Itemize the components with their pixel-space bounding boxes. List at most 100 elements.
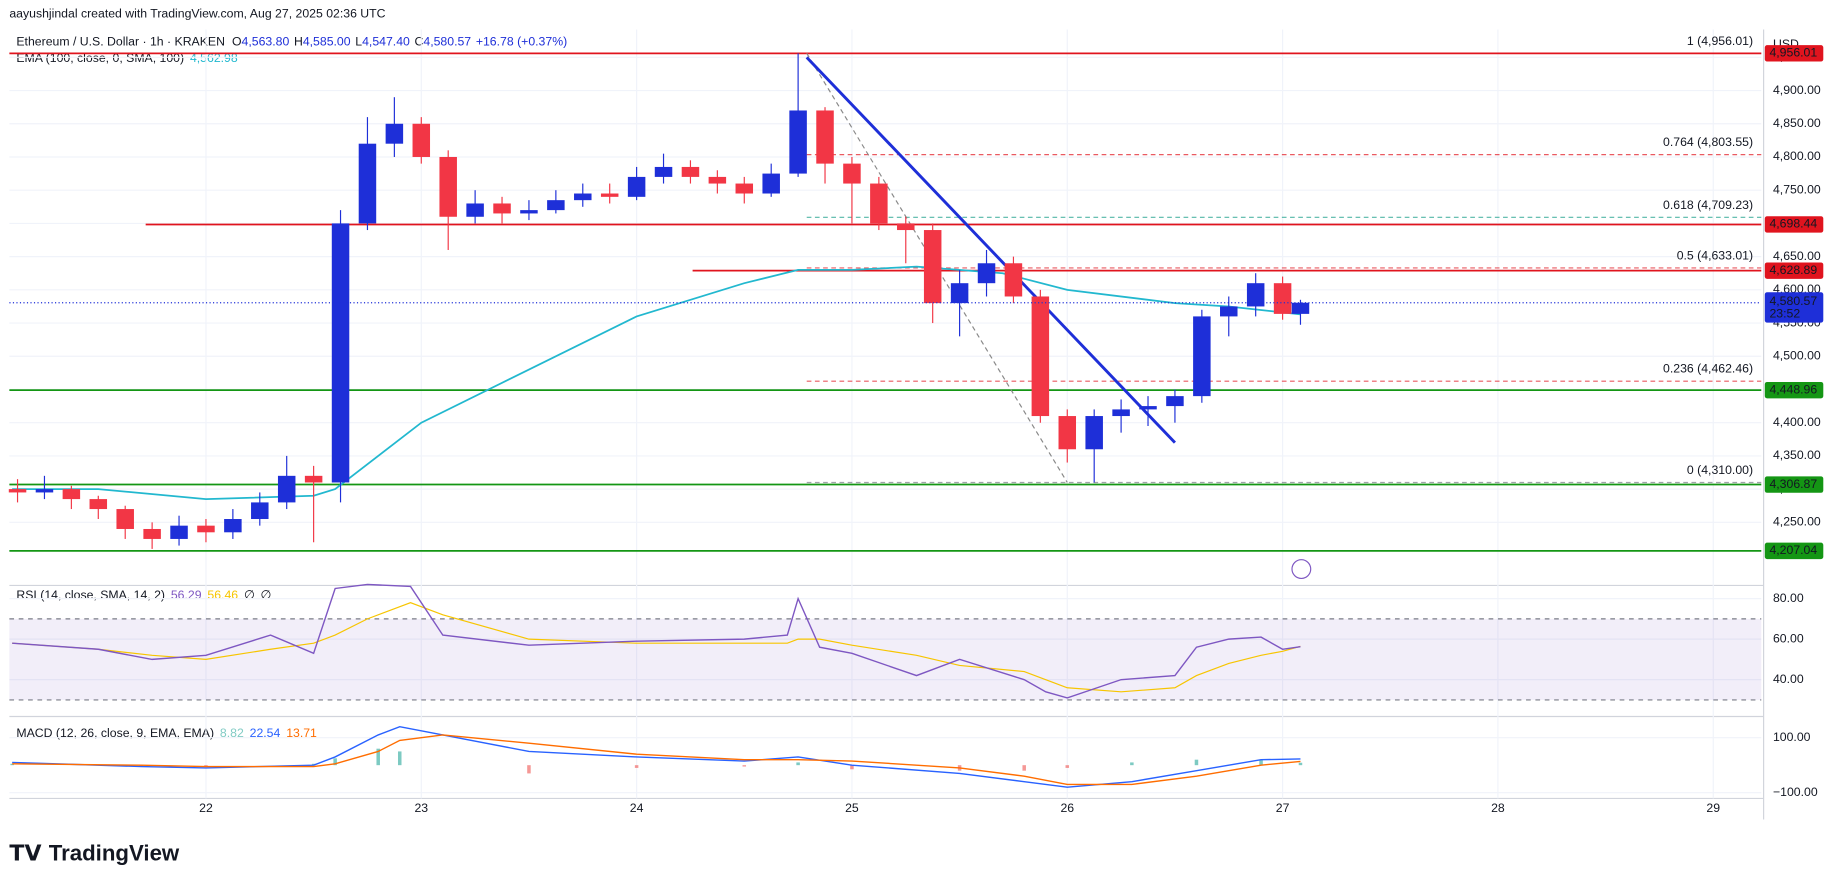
credit: aayushjindal created with TradingView.co… <box>9 7 385 21</box>
candle-body <box>35 489 54 493</box>
macd-title: MACD (12, 26, close, 9, EMA, EMA) <box>16 726 214 740</box>
candle-body <box>735 183 754 194</box>
candle-body <box>1220 306 1238 317</box>
macd-histogram-bar <box>333 758 337 766</box>
rsi-band <box>9 618 1762 700</box>
candle-body <box>950 283 969 304</box>
candle-body <box>789 110 807 174</box>
candle-body <box>143 528 161 539</box>
legend-macd: MACD (12, 26, close, 9, EMA, EMA) 8.82 22.… <box>16 726 317 740</box>
rsi-extra: ∅ <box>244 588 255 602</box>
price-line-label: 4,207.04 <box>1769 543 1817 557</box>
legend-main: Ethereum / U.S. Dollar · 1h · KRAKEN O4,5… <box>16 35 567 49</box>
candle-body <box>385 123 404 144</box>
candle-body <box>224 519 242 533</box>
fib-label: 0.764 (4,803.55) <box>1663 135 1753 149</box>
fib-label: 0 (4,310.00) <box>1687 463 1753 477</box>
rsi-line <box>12 583 1301 699</box>
price-tick-label: 4,500.00 <box>1773 349 1821 363</box>
ema-line <box>12 265 1301 500</box>
price-line-badge <box>1764 45 1824 62</box>
candle-body <box>197 525 215 533</box>
x-tick-label: 25 <box>845 801 859 815</box>
signal-line <box>12 734 1301 786</box>
candle-body <box>1273 283 1292 314</box>
logo-text: TradingView <box>49 840 180 865</box>
price-tick-label: 4,400.00 <box>1773 415 1821 429</box>
candle-body <box>1112 409 1130 417</box>
price-line-label: 4,628.89 <box>1769 263 1817 277</box>
price-tick-label: 4,250.00 <box>1773 515 1821 529</box>
price-tick-label: 4,650.00 <box>1773 249 1821 263</box>
fib-label: 0.236 (4,462.46) <box>1663 362 1753 376</box>
candle-body <box>89 499 108 510</box>
macd-line <box>12 725 1301 788</box>
candle-body <box>358 143 377 224</box>
h-key: H <box>294 35 303 49</box>
price-tick-label: 4,850.00 <box>1773 116 1821 130</box>
x-tick-label: 27 <box>1276 801 1290 815</box>
macd-histogram-bar <box>1130 762 1134 766</box>
macd-histogram-bar <box>1298 762 1303 766</box>
candle-body <box>654 166 673 177</box>
ema-title: EMA (100, close, 0, SMA, 100) <box>16 51 184 65</box>
candle-body <box>708 176 727 184</box>
macd-histogram-bar <box>527 765 531 774</box>
rsi-tick-label: 80.00 <box>1773 591 1804 605</box>
logo: 𝗧𝗩 TradingView <box>9 840 180 865</box>
l-key: L <box>355 35 362 49</box>
l-value: 4,547.40 <box>362 35 410 49</box>
candle-body <box>1031 296 1050 417</box>
price-line-badge <box>1764 381 1824 399</box>
o-key: O <box>232 35 242 49</box>
candle-body <box>304 475 323 483</box>
candle-body <box>1058 416 1077 450</box>
last-price-label: 4,580.57 <box>1769 294 1817 308</box>
ema-value: 4,562.98 <box>190 51 238 65</box>
last-price-badge <box>1764 292 1824 323</box>
candle-body <box>1085 416 1103 450</box>
x-tick-label: 26 <box>1060 801 1074 815</box>
fib-diagonal <box>806 53 1068 483</box>
o-value: 4,563.80 <box>242 35 290 49</box>
rsi-tick-label: 40.00 <box>1773 672 1804 686</box>
price-line-badge <box>1764 542 1824 560</box>
macd-tick-label: 100.00 <box>1773 730 1811 744</box>
price-tick-label: 4,350.00 <box>1773 448 1821 462</box>
candle-body <box>870 183 888 224</box>
rsi-value: 56.29 <box>171 588 202 602</box>
candle-body <box>439 156 457 217</box>
candle-body <box>547 200 565 211</box>
c-value: 4,580.57 <box>423 35 471 49</box>
logo-mark: 𝗧𝗩 <box>9 840 41 865</box>
macd-histogram-bar <box>1022 765 1026 771</box>
macd-histogram-bar <box>1065 765 1070 768</box>
x-tick-label: 24 <box>630 801 644 815</box>
rsi-sma-line <box>12 602 1301 693</box>
price-line-label: 4,306.87 <box>1769 477 1817 491</box>
price-line-badge <box>1764 262 1824 279</box>
price-line-label: 4,956.01 <box>1769 46 1817 60</box>
macd-histogram-bar <box>397 751 402 766</box>
price-line-badge <box>1764 476 1824 493</box>
signal-value: 13.71 <box>286 726 317 740</box>
price-tick-label: 4,750.00 <box>1773 182 1821 196</box>
candle-body <box>8 489 27 493</box>
candle-body <box>1004 263 1023 297</box>
price-line-label: 4,698.44 <box>1769 217 1817 231</box>
price-line-badge <box>1764 216 1824 233</box>
macd-histogram-bar <box>850 765 854 770</box>
candle-body <box>62 489 81 500</box>
macd-tick-label: −100.00 <box>1773 785 1818 799</box>
price-tick-label: 4,800.00 <box>1773 149 1821 163</box>
price-tick-label: 4,900.00 <box>1773 83 1821 97</box>
candle-body <box>977 263 996 284</box>
rsi-tick-label: 60.00 <box>1773 631 1804 645</box>
x-tick-label: 28 <box>1491 801 1505 815</box>
lightning-icon[interactable] <box>1291 559 1312 580</box>
legend-rsi: RSI (14, close, SMA, 14, 2) 56.29 56.46 ∅ ∅ <box>16 588 271 602</box>
hist-value: 8.82 <box>220 726 244 740</box>
